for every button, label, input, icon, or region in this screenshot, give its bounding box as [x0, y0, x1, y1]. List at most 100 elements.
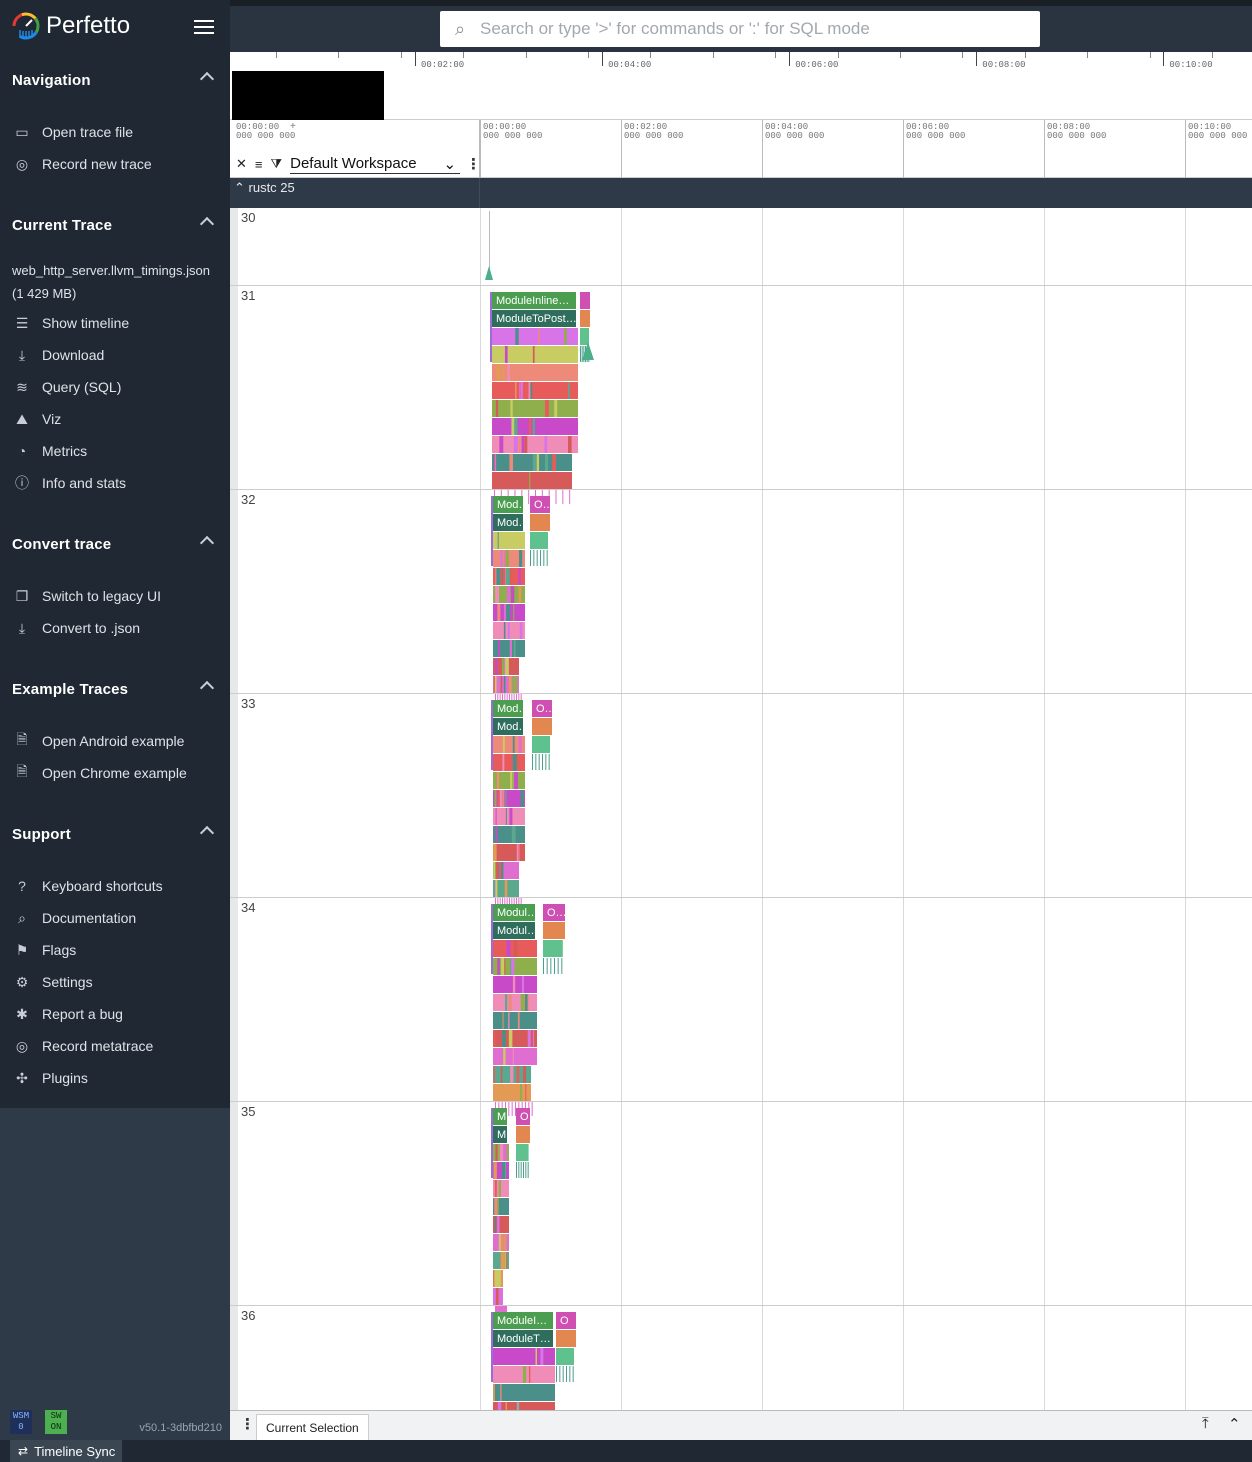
slice[interactable] — [543, 922, 565, 939]
slice-module-to-post[interactable] — [493, 922, 535, 939]
slice[interactable] — [536, 550, 538, 566]
slice[interactable] — [527, 1162, 529, 1178]
slice[interactable] — [492, 436, 578, 453]
slice[interactable] — [521, 976, 524, 993]
slice[interactable] — [532, 1030, 534, 1047]
slice[interactable] — [493, 532, 525, 549]
sidebar-item-plugins[interactable]: ✣ Plugins — [0, 1062, 230, 1094]
slice[interactable] — [492, 364, 578, 381]
slice[interactable] — [494, 1198, 498, 1215]
slice[interactable] — [510, 586, 515, 603]
slice[interactable] — [554, 958, 555, 974]
slice[interactable] — [532, 346, 535, 363]
slice[interactable] — [580, 328, 589, 345]
slice[interactable] — [511, 958, 515, 975]
slice[interactable] — [505, 568, 510, 585]
slice-optimize[interactable] — [580, 292, 590, 309]
slice[interactable] — [496, 364, 500, 381]
slice[interactable] — [548, 754, 550, 770]
slice[interactable] — [500, 550, 503, 567]
slice[interactable] — [507, 940, 511, 957]
slice[interactable] — [508, 676, 512, 693]
slice[interactable] — [493, 676, 519, 693]
slice[interactable] — [520, 790, 524, 807]
slice[interactable] — [545, 400, 549, 417]
slice[interactable] — [509, 808, 513, 825]
slice[interactable] — [545, 454, 549, 471]
slice[interactable] — [535, 1348, 537, 1365]
slice[interactable] — [510, 400, 513, 417]
slice[interactable] — [493, 1384, 555, 1401]
slice[interactable] — [546, 550, 548, 566]
slice[interactable] — [502, 790, 505, 807]
slice[interactable] — [492, 418, 578, 435]
slice[interactable] — [493, 1048, 537, 1065]
slice[interactable] — [492, 328, 578, 345]
slice[interactable] — [496, 1216, 500, 1233]
slice[interactable] — [493, 1384, 495, 1401]
sidebar-item-record-metatrace[interactable]: ◎ Record metatrace — [0, 1030, 230, 1062]
slice[interactable] — [497, 790, 500, 807]
slice[interactable] — [517, 1012, 520, 1029]
slice[interactable] — [494, 1180, 497, 1197]
slice-module-inliner[interactable] — [492, 292, 576, 309]
slice[interactable] — [493, 1030, 496, 1047]
tab-current-selection[interactable]: Current Selection — [256, 1414, 369, 1441]
slice[interactable] — [508, 1030, 513, 1047]
slice[interactable] — [567, 382, 570, 399]
slice[interactable] — [542, 754, 543, 770]
thread-track[interactable]: 36 — [230, 1306, 1252, 1410]
slice[interactable] — [501, 658, 504, 675]
slice[interactable] — [496, 772, 500, 789]
slice-optimize[interactable] — [543, 904, 565, 921]
slice[interactable] — [514, 418, 518, 435]
slice[interactable] — [511, 418, 515, 435]
slice[interactable] — [493, 658, 496, 675]
slice[interactable] — [529, 472, 531, 489]
slice[interactable] — [501, 958, 505, 975]
slice[interactable] — [533, 550, 535, 566]
slice[interactable] — [506, 586, 511, 603]
slice[interactable] — [493, 1348, 555, 1365]
slice[interactable] — [491, 496, 493, 566]
slice[interactable] — [497, 640, 501, 657]
slice[interactable] — [500, 1234, 504, 1251]
slice[interactable] — [513, 676, 518, 693]
slice[interactable] — [495, 400, 499, 417]
slice-optimize[interactable] — [516, 1108, 530, 1125]
slice[interactable] — [500, 676, 503, 693]
slice[interactable] — [530, 514, 550, 531]
slice-module-to-post[interactable] — [493, 514, 523, 531]
slice[interactable] — [569, 1366, 571, 1382]
slice[interactable] — [496, 1198, 499, 1215]
slice[interactable] — [530, 550, 531, 566]
slice[interactable] — [523, 1162, 524, 1178]
slice[interactable] — [537, 328, 540, 345]
slice[interactable] — [561, 958, 563, 974]
slice[interactable] — [504, 976, 506, 993]
slice[interactable] — [581, 346, 583, 362]
slice[interactable] — [540, 1348, 544, 1365]
slice[interactable] — [520, 994, 525, 1011]
slice[interactable] — [528, 328, 531, 345]
slice[interactable] — [500, 1066, 503, 1083]
slice[interactable] — [528, 382, 531, 399]
slice[interactable] — [499, 862, 504, 879]
chevron-up-icon[interactable]: ⌃ — [1228, 1416, 1241, 1433]
slice-tail[interactable] — [511, 1102, 513, 1116]
slice[interactable] — [566, 1366, 567, 1382]
slice[interactable] — [494, 658, 498, 675]
slice[interactable] — [520, 1162, 522, 1178]
slice[interactable] — [497, 604, 501, 621]
sidebar-item-flags[interactable]: ⚑ Flags — [0, 934, 230, 966]
chevron-up-icon[interactable] — [199, 680, 215, 696]
slice[interactable] — [524, 994, 528, 1011]
slice[interactable] — [503, 676, 506, 693]
slice[interactable] — [517, 1366, 522, 1383]
slice[interactable] — [497, 532, 499, 549]
slice[interactable] — [511, 826, 516, 843]
sidebar-item-documentation[interactable]: ⌕ Documentation — [0, 902, 230, 934]
thread-track[interactable]: 35 — [230, 1102, 1252, 1306]
slice[interactable] — [516, 1126, 530, 1143]
slice[interactable] — [528, 1366, 531, 1383]
